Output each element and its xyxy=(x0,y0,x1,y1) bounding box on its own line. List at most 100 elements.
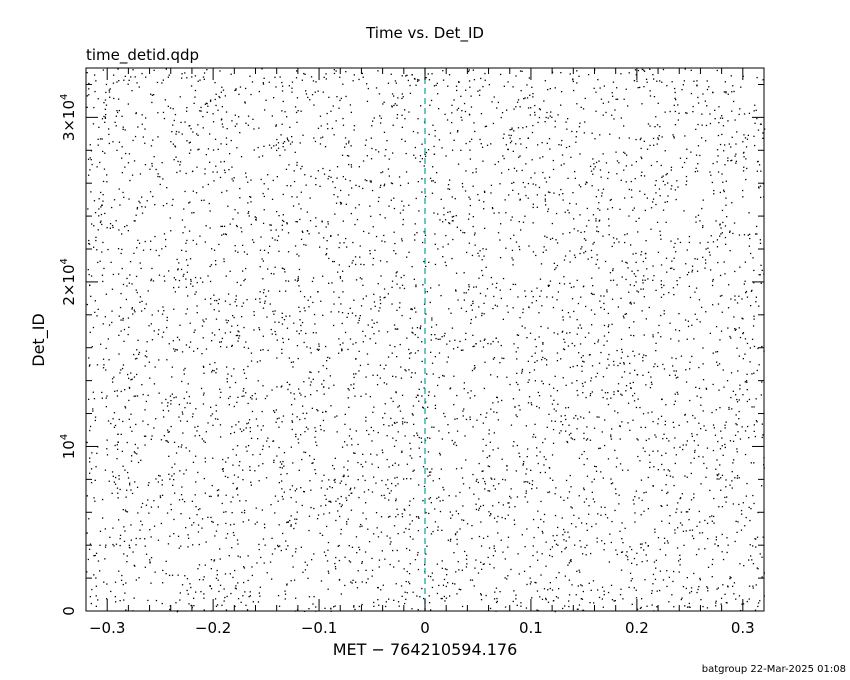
data-point xyxy=(240,227,242,229)
data-point xyxy=(721,445,723,447)
data-point xyxy=(439,454,441,456)
data-point xyxy=(279,154,281,157)
data-point xyxy=(349,428,351,430)
data-point xyxy=(305,332,307,335)
data-point xyxy=(570,506,572,508)
data-point xyxy=(462,349,464,351)
data-point xyxy=(456,430,459,432)
data-point xyxy=(417,350,419,352)
data-point xyxy=(189,322,191,324)
data-point xyxy=(488,429,490,431)
data-point xyxy=(113,481,115,483)
data-point xyxy=(583,501,586,503)
data-point xyxy=(662,579,665,581)
data-point xyxy=(537,510,539,512)
data-point xyxy=(748,437,750,439)
data-point xyxy=(617,306,619,308)
data-point xyxy=(603,344,605,346)
data-point xyxy=(446,361,448,363)
data-point xyxy=(339,276,341,278)
data-point xyxy=(93,225,95,227)
data-point xyxy=(625,278,627,281)
data-point xyxy=(170,141,172,143)
data-point xyxy=(117,441,119,443)
data-point xyxy=(235,424,237,426)
data-point xyxy=(753,318,755,320)
data-point xyxy=(345,497,347,499)
data-point xyxy=(457,130,459,132)
data-point xyxy=(505,247,507,249)
data-point xyxy=(607,177,609,180)
data-point xyxy=(701,207,703,210)
data-point xyxy=(245,87,247,90)
data-point xyxy=(111,321,113,324)
data-point xyxy=(608,218,610,220)
data-point xyxy=(670,188,672,190)
data-point xyxy=(725,92,727,94)
data-point xyxy=(479,340,482,342)
data-point xyxy=(421,587,423,590)
data-point xyxy=(716,588,718,590)
data-point xyxy=(379,260,382,262)
data-point xyxy=(371,440,373,442)
data-point xyxy=(219,388,221,390)
data-point xyxy=(277,142,280,144)
data-point xyxy=(548,467,551,469)
data-point xyxy=(86,571,88,573)
data-point xyxy=(476,478,478,481)
data-point xyxy=(126,511,129,513)
data-point xyxy=(118,141,121,143)
data-point xyxy=(475,316,477,318)
data-point xyxy=(291,421,294,423)
data-point xyxy=(186,110,188,112)
data-point xyxy=(106,439,108,441)
data-point xyxy=(409,455,411,457)
data-point xyxy=(657,332,659,334)
data-point xyxy=(431,572,433,574)
data-point xyxy=(431,586,434,589)
data-point xyxy=(245,392,247,394)
data-point xyxy=(630,189,633,191)
data-point xyxy=(149,529,151,531)
data-point xyxy=(135,423,137,426)
data-point xyxy=(746,381,748,383)
data-point xyxy=(141,384,143,386)
data-point xyxy=(237,555,239,557)
data-point xyxy=(405,370,407,372)
data-point xyxy=(537,462,539,465)
data-point xyxy=(185,447,187,449)
data-point xyxy=(443,412,445,415)
data-point xyxy=(728,406,730,409)
data-point xyxy=(711,576,713,578)
data-point xyxy=(258,592,260,594)
data-point xyxy=(496,282,498,284)
data-point xyxy=(299,218,301,221)
data-point xyxy=(119,534,122,536)
data-point xyxy=(101,138,103,140)
data-point xyxy=(497,341,499,343)
data-point xyxy=(535,582,537,584)
data-point xyxy=(684,68,686,70)
data-point xyxy=(493,545,495,547)
data-point xyxy=(448,308,450,310)
data-point xyxy=(613,393,615,396)
data-point xyxy=(702,363,704,365)
data-point xyxy=(637,291,640,293)
data-point xyxy=(304,310,306,312)
data-point xyxy=(423,165,425,167)
data-point xyxy=(87,158,90,160)
data-point xyxy=(365,461,367,463)
data-point xyxy=(133,353,135,356)
data-point xyxy=(130,460,133,462)
data-point xyxy=(162,569,164,572)
data-point xyxy=(541,350,543,352)
data-point xyxy=(478,507,481,509)
data-point xyxy=(466,563,468,565)
data-point xyxy=(218,298,220,300)
data-point xyxy=(294,490,296,492)
data-point xyxy=(327,223,329,225)
data-point xyxy=(262,82,264,84)
data-point xyxy=(486,412,488,414)
data-point xyxy=(396,508,398,510)
data-point xyxy=(92,408,94,410)
